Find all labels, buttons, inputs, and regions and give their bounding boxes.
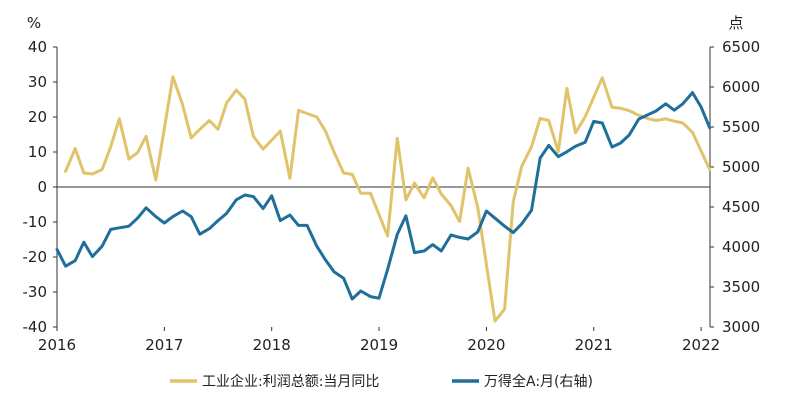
series-layer: [55, 75, 712, 323]
series-line-index: [55, 91, 712, 301]
x-tick-label: 2016: [38, 336, 76, 354]
x-axis-ticks: 2016 2017 2018 2019 2020 2021 2022: [38, 327, 720, 354]
right-tick-label: 5000: [722, 158, 760, 176]
left-tick-label: 0: [37, 178, 47, 196]
series-line-profit: [64, 75, 712, 323]
left-tick-label: 40: [28, 38, 47, 56]
right-tick-label: 4000: [722, 238, 760, 256]
x-tick-label: 2021: [575, 336, 613, 354]
x-tick-label: 2020: [467, 336, 505, 354]
legend-label-profit: 工业企业:利润总额:当月同比: [202, 373, 379, 390]
left-axis-unit: %: [27, 14, 41, 32]
left-tick-label: -40: [23, 318, 48, 336]
right-tick-label: 6000: [722, 78, 760, 96]
x-tick-label: 2017: [145, 336, 183, 354]
x-tick-label: 2018: [253, 336, 291, 354]
right-axis-ticks: 6500 6000 5500 5000 4500 4000 3500 3000: [710, 38, 760, 336]
right-tick-label: 4500: [722, 198, 760, 216]
x-tick-label: 2022: [682, 336, 720, 354]
right-tick-label: 3000: [722, 318, 760, 336]
legend: 工业企业:利润总额:当月同比 万得全A:月(右轴): [170, 373, 593, 390]
left-tick-label: -10: [23, 213, 48, 231]
left-tick-label: -20: [23, 248, 48, 266]
legend-label-index: 万得全A:月(右轴): [484, 373, 593, 390]
right-tick-label: 3500: [722, 278, 760, 296]
left-axis-ticks: 40 30 20 10 0 -10 -20 -30 -40: [23, 38, 57, 336]
x-tick-label: 2019: [360, 336, 398, 354]
right-tick-label: 5500: [722, 118, 760, 136]
left-tick-label: -30: [23, 283, 48, 301]
right-tick-label: 6500: [722, 38, 760, 56]
right-axis-unit: 点: [728, 14, 743, 32]
left-tick-label: 30: [28, 73, 47, 91]
left-tick-label: 20: [28, 108, 47, 126]
left-tick-label: 10: [28, 143, 47, 161]
